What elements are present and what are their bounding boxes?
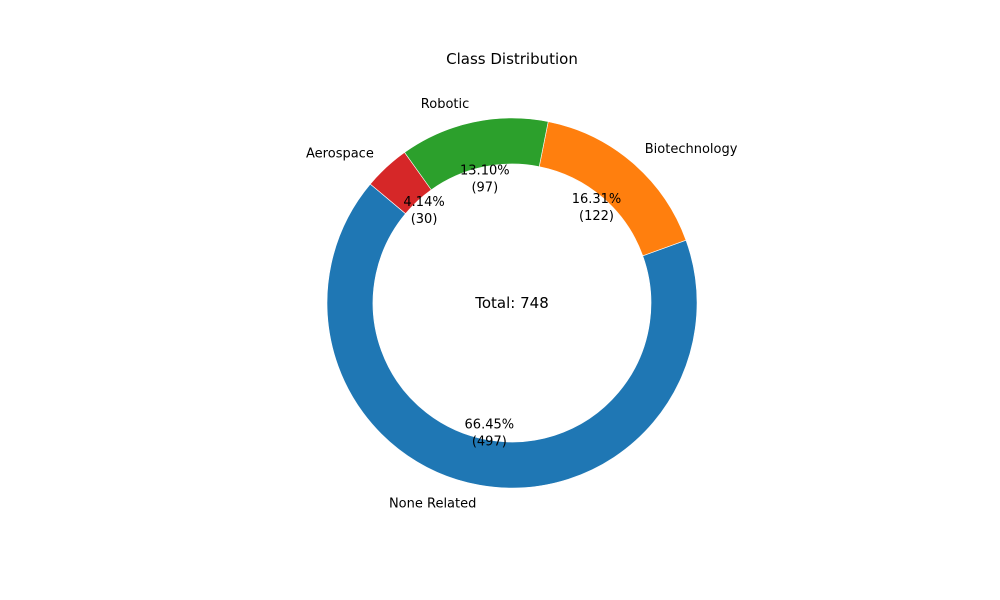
percent-label-none-related: 66.45% <box>465 418 515 433</box>
slice-aerospace <box>369 152 432 215</box>
slice-label-none-related: None Related <box>389 496 476 511</box>
labels-group: None Related 66.45% (497) Biotechnology 16.3… <box>306 97 738 511</box>
slice-none-related <box>326 183 698 489</box>
count-label-biotechnology: (122) <box>579 209 614 224</box>
count-label-aerospace: (30) <box>411 212 438 227</box>
percent-label-robotic: 13.10% <box>460 163 510 178</box>
slices-group <box>326 117 698 489</box>
total-label: Total: 748 <box>474 294 548 312</box>
slice-label-robotic: Robotic <box>421 97 469 112</box>
slice-label-aerospace: Aerospace <box>306 147 374 162</box>
slice-robotic <box>404 117 549 191</box>
slice-label-biotechnology: Biotechnology <box>645 142 738 157</box>
chart-title: Class Distribution <box>446 50 578 68</box>
percent-label-biotechnology: 16.31% <box>572 192 622 207</box>
percent-label-aerospace: 4.14% <box>403 195 444 210</box>
count-label-robotic: (97) <box>471 180 498 195</box>
count-label-none-related: (497) <box>472 435 507 450</box>
